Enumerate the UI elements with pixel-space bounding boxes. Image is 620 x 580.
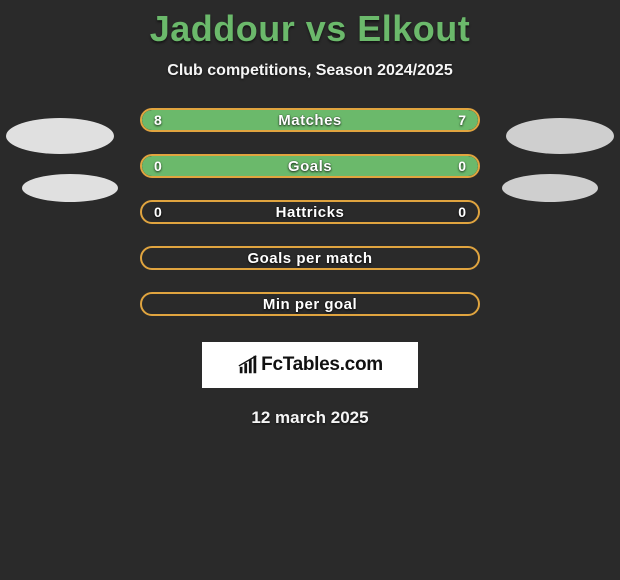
- stat-left-value: 0: [154, 204, 162, 220]
- stat-bar-matches: 8 Matches 7: [140, 108, 480, 132]
- player-left-ellipse-2: [22, 174, 118, 202]
- stat-bar-goals-per-match: Goals per match: [140, 246, 480, 270]
- stat-bar-fill-right: [320, 110, 478, 130]
- stat-right-value: 0: [458, 204, 466, 220]
- stat-bar-fill-left: [142, 156, 310, 176]
- stat-bar-fill-right: [310, 156, 478, 176]
- stat-left-value: 0: [154, 158, 162, 174]
- stat-label: Hattricks: [276, 204, 345, 221]
- stat-left-value: 8: [154, 112, 162, 128]
- stat-label: Matches: [278, 112, 342, 129]
- bar-chart-icon: [237, 354, 259, 376]
- page-subtitle: Club competitions, Season 2024/2025: [0, 62, 620, 80]
- player-left-ellipse-1: [6, 118, 114, 154]
- match-date: 12 march 2025: [0, 408, 620, 428]
- page-title: Jaddour vs Elkout: [0, 0, 620, 50]
- stat-bar-min-per-goal: Min per goal: [140, 292, 480, 316]
- logo-text: FcTables.com: [261, 354, 383, 376]
- stat-bar-goals: 0 Goals 0: [140, 154, 480, 178]
- player-right-ellipse-1: [506, 118, 614, 154]
- stat-label: Goals per match: [247, 250, 372, 267]
- fctables-logo[interactable]: FcTables.com: [202, 342, 418, 388]
- stat-right-value: 7: [458, 112, 466, 128]
- stat-bar-hattricks: 0 Hattricks 0: [140, 200, 480, 224]
- player-right-ellipse-2: [502, 174, 598, 202]
- stat-label: Min per goal: [263, 296, 357, 313]
- stat-right-value: 0: [458, 158, 466, 174]
- stat-label: Goals: [288, 158, 332, 175]
- stat-bars: 8 Matches 7 0 Goals 0 0 Hattricks 0 Goal…: [140, 108, 480, 316]
